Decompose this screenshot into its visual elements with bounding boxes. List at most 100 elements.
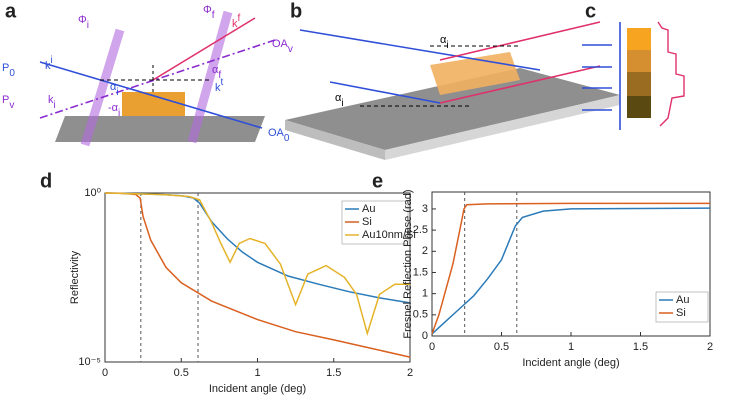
diagram-label: kf — [232, 13, 241, 30]
label-base: -α — [108, 102, 119, 114]
label-base: P — [2, 94, 9, 106]
x-tick-label: 1.5 — [326, 367, 341, 379]
y-tick-label: 1.5 — [413, 266, 428, 278]
x-tick-label: 0.5 — [494, 341, 509, 353]
series-line — [104, 192, 410, 337]
x-tick-label: 1 — [568, 341, 574, 353]
label-base: Φ — [78, 14, 87, 26]
x-axis-label: Incident angle (deg) — [209, 383, 306, 395]
y-tick-label: 0.5 — [413, 309, 428, 321]
label-base: OA — [272, 38, 289, 50]
panel-label: b — [290, 0, 302, 22]
diagram-b — [285, 21, 620, 160]
y-tick-label: 10⁰ — [84, 187, 101, 199]
label-base: k — [232, 18, 238, 30]
beam-f — [152, 17, 256, 81]
diagram-label: ki — [48, 94, 56, 111]
y-tick-label: 2 — [422, 245, 428, 257]
label-base: k — [215, 82, 221, 94]
beam-r — [439, 65, 601, 104]
panel-label: e — [372, 170, 383, 192]
diagram-c — [582, 21, 685, 130]
label-base: k — [48, 94, 54, 106]
x-tick-label: 0 — [429, 341, 435, 353]
label-sub: i — [446, 40, 448, 51]
diagram-label: Pv — [2, 94, 14, 111]
oa-v — [39, 39, 276, 119]
plane-side — [285, 120, 385, 160]
label-sub: 0 — [284, 133, 290, 144]
diagram-label: kt — [215, 77, 224, 94]
label-base: OA — [268, 127, 285, 139]
legend-label: Si — [362, 216, 372, 228]
label-base: P — [2, 62, 9, 74]
legend-label: Au — [362, 203, 375, 215]
label-sub: f — [218, 70, 221, 81]
label-sup: f — [238, 13, 241, 24]
label-base: k — [45, 60, 51, 72]
y-tick-label: 0 — [422, 330, 428, 342]
diagram-label: P0 — [2, 62, 15, 79]
diagram-label: OA0 — [268, 127, 290, 144]
diagram-label: -αi — [108, 102, 120, 119]
diagram-a — [39, 10, 276, 147]
label-base: α — [110, 81, 117, 93]
label-sub: i — [118, 108, 120, 119]
series-line — [431, 207, 711, 335]
label-sup: t — [221, 77, 224, 88]
series-line — [104, 192, 411, 358]
legend-label: Au10nm/Si — [362, 229, 416, 241]
legend-box — [655, 291, 709, 323]
y-tick-label: 3 — [422, 203, 428, 215]
legend-label: Si — [676, 307, 686, 319]
panel-label: c — [585, 0, 596, 22]
plane — [285, 68, 620, 150]
label-sub: 0 — [9, 68, 15, 79]
label-base: α — [440, 34, 447, 46]
beam-i — [39, 61, 263, 129]
y-axis-label: Reflectivity — [69, 250, 81, 304]
beam — [299, 29, 541, 71]
label-sub: i — [116, 87, 118, 98]
label-sub: i — [341, 98, 343, 109]
label-sub: i — [54, 100, 56, 111]
substrate — [55, 116, 265, 142]
diagram-label: Φi — [78, 14, 89, 31]
panel-label: a — [5, 0, 17, 22]
y-axis-label: Fresnel Reflection Phase (rad) — [402, 189, 414, 338]
beam — [329, 81, 441, 104]
diagram-label: αf — [212, 64, 221, 81]
diagram-label: αi — [440, 34, 449, 51]
x-axis-label: Incident angle (deg) — [522, 357, 619, 369]
y-tick-label: 1 — [422, 288, 428, 300]
x-tick-label: 0 — [102, 367, 108, 379]
diagram-label: OAv — [272, 38, 293, 55]
label-base: α — [335, 92, 342, 104]
panel-label: d — [40, 170, 52, 192]
x-tick-label: 2 — [707, 341, 713, 353]
label-sup: i — [51, 55, 53, 66]
diagram-label: αi — [110, 81, 119, 98]
label-sub: i — [87, 20, 89, 31]
y-tick-label: 2.5 — [413, 224, 428, 236]
legend-label: Au — [676, 294, 689, 306]
x-tick-label: 1.5 — [633, 341, 648, 353]
slit-f — [187, 10, 233, 144]
label-base: Φ — [203, 4, 212, 16]
y-tick-label: 10⁻⁵ — [78, 356, 101, 368]
label-base: α — [212, 64, 219, 76]
label-sub: v — [288, 44, 293, 55]
x-tick-label: 0.5 — [174, 367, 189, 379]
plane-front — [385, 95, 620, 160]
series-line — [431, 202, 710, 335]
x-tick-label: 1 — [254, 367, 260, 379]
beam-r — [439, 21, 601, 61]
label-sub: f — [212, 10, 215, 21]
slit-i — [80, 28, 125, 147]
diagram-label: ki — [45, 55, 53, 72]
diagram-label: αi — [335, 92, 344, 109]
x-tick-label: 2 — [407, 367, 413, 379]
diagram-label: Φf — [203, 4, 215, 21]
label-sub: v — [9, 100, 14, 111]
